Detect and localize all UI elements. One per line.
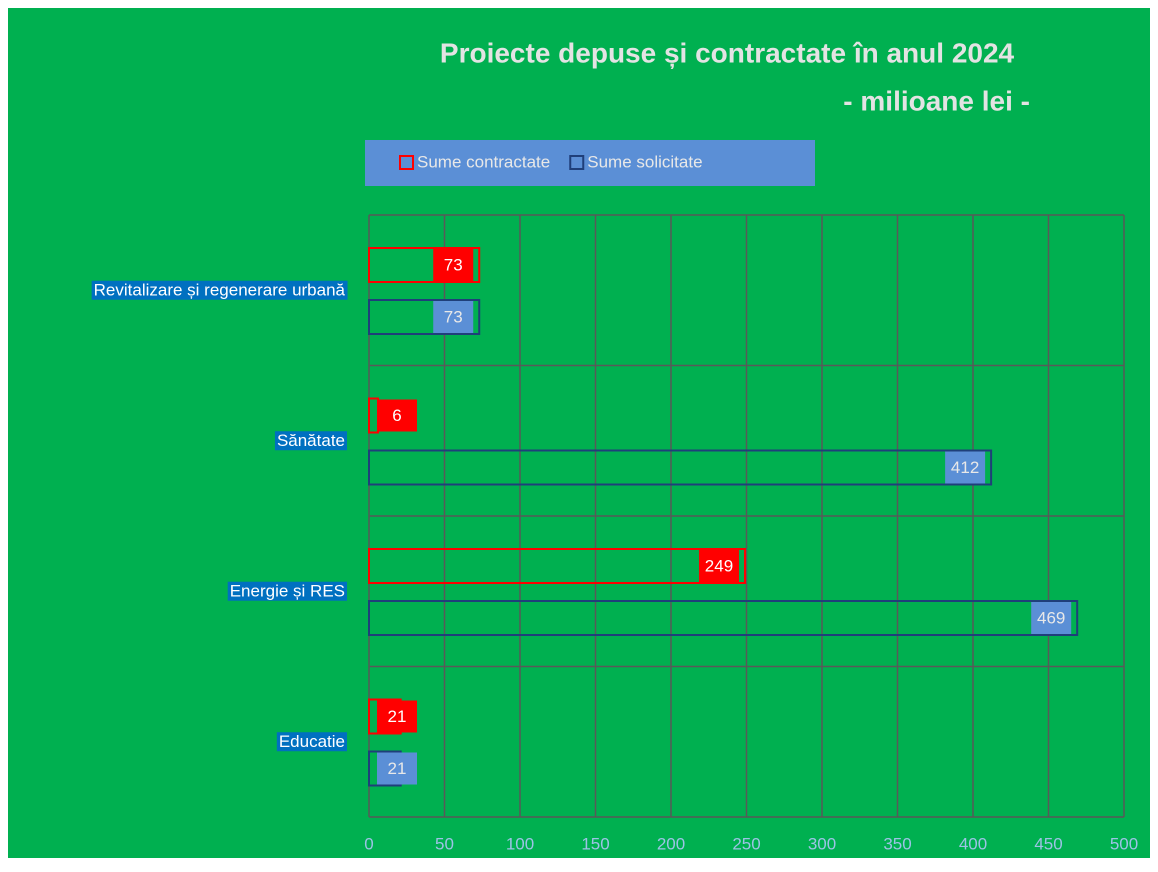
category-label-bg	[276, 732, 347, 752]
x-tick-label: 150	[581, 834, 609, 853]
bar	[368, 247, 481, 283]
data-label: 73	[444, 307, 463, 326]
data-label: 73	[444, 255, 463, 274]
bar	[368, 449, 993, 486]
bar	[368, 299, 481, 335]
legend-swatch	[399, 155, 414, 170]
category-label: Educatie	[279, 732, 345, 751]
x-tick-label: 0	[364, 834, 373, 853]
data-label-bg	[377, 752, 417, 785]
x-tick-label: 300	[808, 834, 836, 853]
x-tick-label: 450	[1034, 834, 1062, 853]
x-tick-label: 200	[657, 834, 685, 853]
legend-label: Sume solicitate	[587, 152, 702, 171]
data-label-bg	[945, 451, 986, 484]
category-label-bg	[227, 581, 347, 601]
data-label: 249	[705, 556, 733, 575]
legend-label: Sume contractate	[417, 152, 550, 171]
x-tick-label: 250	[732, 834, 760, 853]
data-label-bg	[433, 249, 474, 281]
category-label-bg	[91, 280, 348, 300]
data-label-bg	[377, 399, 417, 432]
x-tick-label: 500	[1110, 834, 1138, 853]
data-label-bg	[698, 550, 739, 582]
data-label-bg	[1031, 602, 1072, 634]
chart-title: Proiecte depuse și contractate în anul 2…	[440, 37, 1015, 68]
data-label: 6	[392, 406, 401, 425]
data-label-bg	[377, 700, 417, 733]
data-label-bg	[433, 301, 474, 333]
chart-background	[8, 8, 1150, 858]
x-tick-label: 100	[506, 834, 534, 853]
category-label: Energie și RES	[230, 582, 345, 601]
category-label: Sănătate	[277, 431, 345, 450]
data-label: 21	[388, 759, 407, 778]
chart-subtitle: - milioane lei -	[843, 85, 1030, 116]
legend-box	[365, 140, 815, 186]
bar	[368, 548, 746, 584]
data-label: 21	[388, 707, 407, 726]
legend-swatch	[569, 155, 585, 170]
category-label-bg	[274, 431, 347, 451]
x-tick-label: 350	[883, 834, 911, 853]
bar	[368, 600, 1079, 636]
x-tick-label: 400	[959, 834, 987, 853]
data-label: 412	[951, 458, 979, 477]
category-label: Revitalizare și regenerare urbană	[94, 281, 346, 300]
x-tick-label: 50	[435, 834, 454, 853]
data-label: 469	[1037, 608, 1065, 627]
